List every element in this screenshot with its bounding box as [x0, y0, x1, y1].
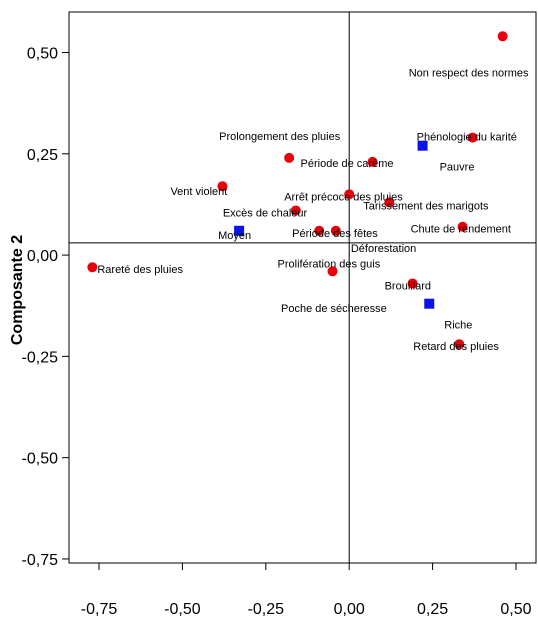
data-label: Rareté des pluies — [97, 264, 183, 276]
y-tick-label: 0,50 — [27, 46, 58, 63]
data-point-circle — [467, 132, 478, 143]
data-point-circle — [87, 262, 98, 273]
data-label: Tarissement des marigots — [363, 200, 489, 212]
data-points — [87, 31, 508, 350]
reference-lines — [69, 12, 536, 563]
data-label: Phénologie du karité — [417, 132, 517, 144]
data-point-circle — [284, 152, 295, 163]
data-label: Pauvre — [440, 162, 475, 174]
data-point-circle — [407, 278, 418, 289]
data-point-circle — [497, 31, 508, 42]
y-axis-ticks: 0,50 0,25 0,00 -0,25 -0,50 -0,75 — [22, 46, 69, 569]
x-tick-label: 0,25 — [417, 601, 448, 618]
data-point-circle — [344, 189, 355, 200]
data-label: Arrêt précoce des pluies — [284, 191, 403, 203]
x-tick-label: -0,75 — [81, 601, 118, 618]
plot-frame — [68, 11, 537, 564]
data-label: Excès de chaleur — [223, 208, 308, 220]
data-label: Riche — [444, 320, 472, 332]
data-label: Chute de rendement — [411, 224, 511, 236]
data-label: Période des fêtes — [292, 228, 378, 240]
data-point-labels: Non respect des normes Phénologie du kari… — [97, 67, 529, 353]
data-label: Prolongement des pluies — [219, 131, 341, 143]
y-tick-label: -0,75 — [22, 552, 59, 569]
data-label: Vent violent — [170, 186, 227, 198]
data-label: Période de carême — [301, 158, 394, 170]
data-point-circle — [454, 339, 465, 350]
x-tick-label: -0,25 — [248, 601, 285, 618]
y-tick-label: 0,25 — [27, 147, 58, 164]
data-label: Déforestation — [351, 243, 416, 255]
data-label: Prolifération des guis — [278, 258, 381, 270]
data-point-circle — [384, 197, 395, 208]
x-tick-label: -0,50 — [164, 601, 201, 618]
y-axis-title: Composante 2 — [9, 235, 26, 345]
data-label: Non respect des normes — [409, 67, 529, 79]
data-point-circle — [330, 225, 341, 236]
data-point-circle — [457, 221, 468, 232]
data-point-circle — [314, 225, 325, 236]
data-point-circle — [290, 205, 301, 216]
x-axis-ticks: -0,75 -0,50 -0,25 0,00 0,25 0,50 — [81, 563, 532, 618]
data-label: Moyen — [218, 230, 251, 242]
data-point-circle — [217, 181, 228, 192]
data-point-square — [424, 298, 435, 309]
data-point-square — [417, 140, 428, 151]
data-label: Retard des pluies — [413, 341, 499, 353]
y-tick-label: -0,25 — [22, 349, 59, 366]
data-point-circle — [367, 156, 378, 167]
y-tick-label: -0,50 — [22, 451, 59, 468]
y-tick-label: 0,00 — [27, 248, 58, 265]
x-tick-label: 0,50 — [500, 601, 531, 618]
data-point-circle — [327, 266, 338, 277]
data-label: Brouillard — [385, 280, 431, 292]
data-label: Poche de sécheresse — [281, 303, 387, 315]
x-tick-label: 0,00 — [334, 601, 365, 618]
data-point-square — [234, 225, 245, 236]
